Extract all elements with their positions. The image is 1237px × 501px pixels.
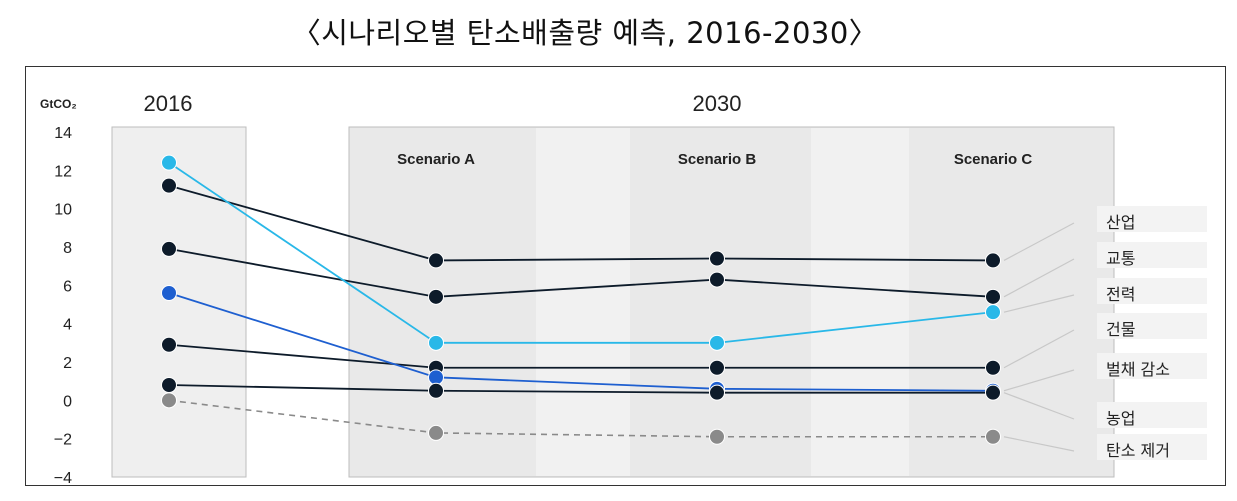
data-point (709, 334, 725, 351)
data-point (161, 240, 177, 257)
panel-band-1 (536, 128, 630, 476)
legend-label-bg (1097, 242, 1207, 268)
legend-leader-line (1003, 436, 1075, 452)
data-point (709, 359, 725, 376)
data-point (985, 288, 1001, 305)
legend-leader-line (1003, 369, 1075, 392)
legend-leader-line (1003, 392, 1075, 420)
data-point (985, 359, 1001, 376)
legend-label-bg (1097, 353, 1207, 379)
data-point (709, 384, 725, 401)
legend-label: 교통 (1106, 249, 1135, 268)
data-point (985, 252, 1001, 269)
legend-leader-line (1003, 258, 1075, 298)
y-tick-label: 14 (54, 125, 72, 142)
scenario-label: Scenario A (397, 151, 475, 168)
legend-leader-line (1003, 294, 1075, 313)
y-tick-label: 2 (63, 355, 72, 372)
panel-2030 (348, 126, 1115, 478)
series-line (168, 399, 993, 438)
chart-title: 〈시나리오별 탄소배출량 예측, 2016-2030〉 (291, 16, 879, 50)
data-point (161, 336, 177, 353)
legend-label-bg (1097, 313, 1207, 339)
y-axis-unit-label: GtCO₂ (40, 97, 77, 111)
data-point (428, 424, 444, 441)
data-point (428, 369, 444, 386)
legend-leader-line (1003, 222, 1075, 261)
legend-label-bg (1097, 206, 1207, 232)
scenario-label: Scenario B (678, 151, 757, 168)
data-point (428, 288, 444, 305)
y-tick-label: 8 (63, 240, 72, 257)
data-point (709, 428, 725, 445)
scenario-label: Scenario C (954, 151, 1033, 168)
data-point (428, 382, 444, 399)
data-point (161, 377, 177, 393)
data-point (428, 334, 444, 351)
series-line (168, 292, 994, 392)
series-line (168, 343, 993, 369)
legend-label: 농업 (1106, 409, 1135, 428)
series-line (168, 184, 994, 262)
period-label-2016: 2016 (144, 91, 193, 116)
data-point (985, 428, 1001, 445)
legend-label: 건물 (1106, 320, 1135, 339)
y-tick-label: −4 (54, 470, 72, 487)
data-point (161, 285, 177, 301)
legend-label-bg (1097, 434, 1207, 460)
data-point (985, 384, 1001, 401)
legend-label-bg (1097, 402, 1207, 428)
series-line (168, 161, 994, 344)
chart-frame: GtCO₂ 14 12 10 8 6 4 2 0 −2 −4 2016 2030 Scenario A Sc… (25, 66, 1226, 487)
data-point (161, 177, 177, 194)
data-point (709, 250, 725, 267)
y-tick-label: 10 (54, 202, 72, 219)
panel-2016 (111, 126, 247, 478)
y-tick-label: 0 (63, 393, 72, 410)
panel-band-2 (811, 128, 909, 476)
legend-label: 탄소 제거 (1106, 441, 1170, 460)
data-point (709, 271, 725, 288)
data-point (161, 392, 177, 409)
legend-label: 전력 (1106, 285, 1135, 304)
y-tick-label: 6 (63, 278, 72, 295)
legend-label: 벌채 감소 (1106, 360, 1170, 379)
y-tick-label: −2 (54, 432, 72, 449)
legend-leader-line (1003, 329, 1075, 369)
period-label-2030: 2030 (693, 91, 742, 116)
line-chart: GtCO₂ 14 12 10 8 6 4 2 0 −2 −4 2016 2030 Scenario A Sc… (40, 91, 1207, 487)
series-line (168, 248, 994, 298)
y-tick-label: 4 (63, 317, 72, 334)
legend-label-bg (1097, 278, 1207, 304)
data-point (985, 304, 1001, 321)
y-tick-label: 12 (54, 163, 72, 180)
series-line (168, 384, 993, 394)
data-point (161, 154, 177, 171)
data-point (428, 252, 444, 269)
legend-label: 산업 (1106, 213, 1135, 232)
